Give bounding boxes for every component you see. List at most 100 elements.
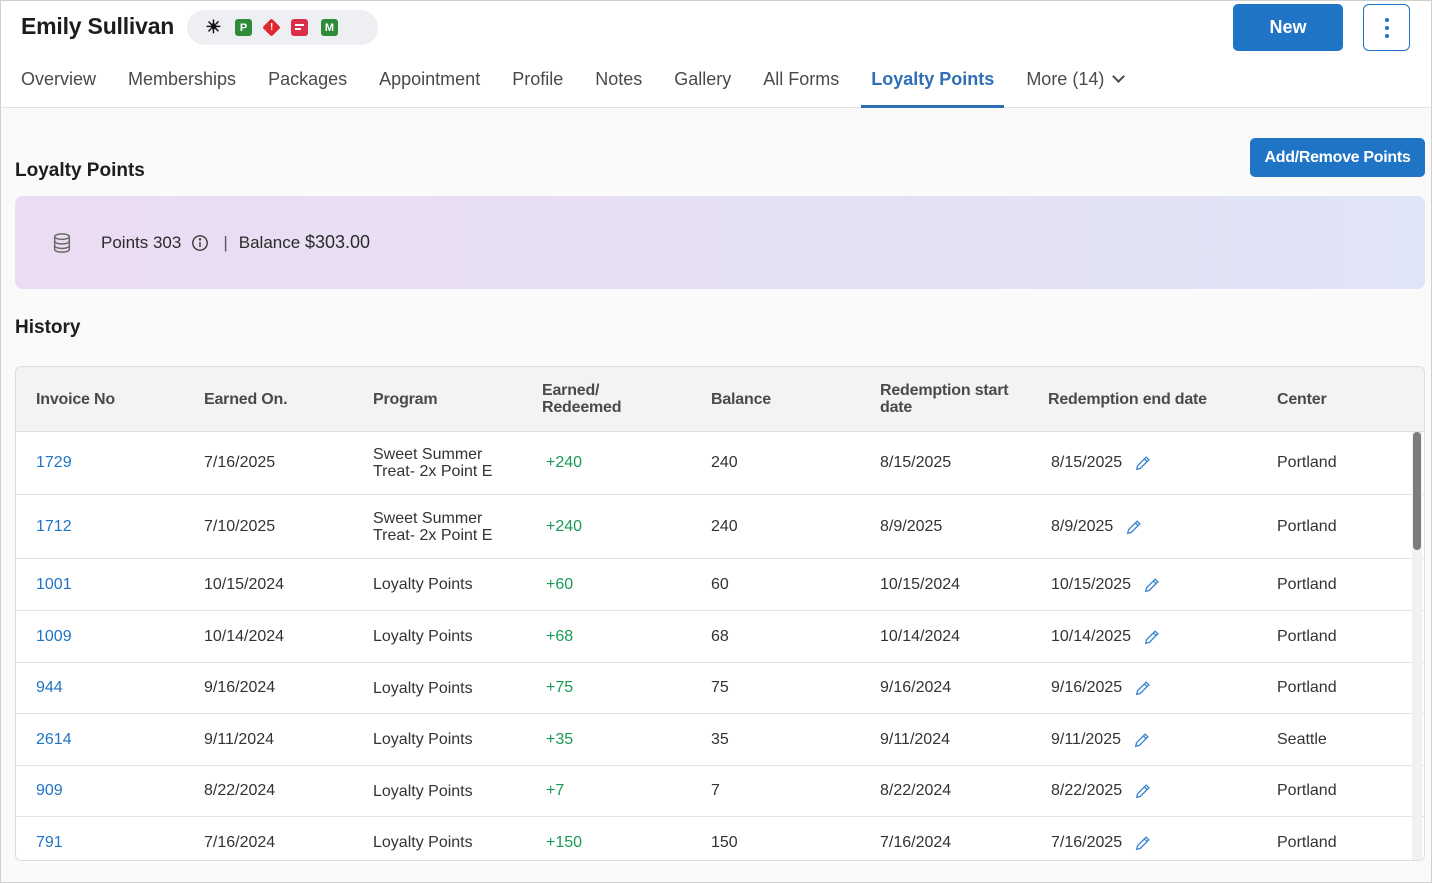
balance-cell-text: 7	[711, 782, 720, 799]
col-redemption-start[interactable]: Redemption start date	[880, 382, 1009, 416]
col-program[interactable]: Program	[373, 390, 438, 408]
earned-on-cell-text: 9/11/2024	[204, 730, 274, 748]
invoice-link[interactable]: 1009	[36, 611, 186, 662]
edit-pencil-icon[interactable]	[1134, 679, 1152, 697]
tab-more[interactable]: More (14)	[1026, 67, 1126, 108]
invoice-link-text[interactable]: 2614	[36, 730, 72, 748]
earned-cell: +150	[546, 817, 696, 860]
invoice-link[interactable]: 1712	[36, 495, 186, 558]
balance-cell: 60	[711, 559, 861, 610]
balance-cell: 35	[711, 714, 861, 765]
invoice-link-text[interactable]: 1712	[36, 517, 72, 535]
edit-pencil-icon[interactable]	[1143, 576, 1161, 594]
end-date-cell: 7/16/2025	[1051, 817, 1251, 860]
center-cell: Portland	[1277, 766, 1397, 816]
sun-icon[interactable]: ☀	[205, 17, 222, 37]
program-cell: Loyalty Points	[373, 817, 503, 860]
program-cell-text: Sweet Summer Treat- 2x Point E	[373, 446, 493, 480]
center-cell-text: Portland	[1277, 517, 1337, 535]
end-date-cell: 10/15/2025	[1051, 559, 1251, 610]
start-date-cell: 10/15/2024	[880, 559, 1030, 610]
table-scrollbar[interactable]	[1412, 432, 1422, 860]
tab-memberships[interactable]: Memberships	[128, 69, 237, 89]
tab-appointment[interactable]: Appointment	[379, 69, 481, 89]
edit-pencil-icon[interactable]	[1143, 628, 1161, 646]
invoice-link-text[interactable]: 1009	[36, 627, 72, 645]
invoice-link[interactable]: 791	[36, 817, 186, 860]
earned-cell: +75	[546, 663, 696, 713]
col-invoice-no[interactable]: Invoice No	[36, 390, 115, 408]
end-date-cell: 9/16/2025	[1051, 663, 1251, 713]
start-date-cell-text: 10/15/2024	[880, 575, 961, 593]
edit-pencil-icon[interactable]	[1134, 454, 1152, 472]
earned-cell: +35	[546, 714, 696, 765]
tab-more-label: More (14)	[1026, 69, 1105, 89]
col-earned-on[interactable]: Earned On.	[204, 390, 288, 408]
start-date-cell-text: 8/9/2025	[880, 517, 943, 535]
kebab-menu-button[interactable]	[1363, 4, 1410, 51]
tab-notes[interactable]: Notes	[595, 69, 643, 89]
tab-overview[interactable]: Overview	[21, 69, 97, 89]
col-earned-redeemed[interactable]: Earned/ Redeemed	[542, 382, 622, 416]
start-date-cell: 8/9/2025	[880, 495, 1030, 558]
earned-cell-text: +7	[546, 782, 565, 799]
invoice-link-text[interactable]: 1001	[36, 575, 72, 593]
balance-cell: 68	[711, 611, 861, 662]
invoice-link[interactable]: 944	[36, 663, 186, 713]
earned-on-cell-text: 7/16/2025	[204, 454, 276, 471]
program-cell: Sweet Summer Treat- 2x Point E	[373, 495, 503, 558]
tab-gallery[interactable]: Gallery	[674, 69, 732, 89]
earned-on-cell-text: 7/16/2024	[204, 833, 276, 851]
earned-on-cell-text: 10/14/2024	[204, 627, 285, 645]
balance-label: Balance	[238, 232, 301, 252]
invoice-link-text[interactable]: 909	[36, 782, 63, 799]
alert-icon[interactable]: !	[262, 18, 281, 37]
start-date-cell: 7/16/2024	[880, 817, 1030, 860]
start-date-cell-text: 9/16/2024	[880, 679, 952, 696]
edit-pencil-icon[interactable]	[1125, 518, 1143, 536]
scrollbar-thumb[interactable]	[1413, 432, 1421, 550]
history-title: History	[15, 317, 81, 338]
invoice-link-text[interactable]: 791	[36, 833, 63, 851]
tab-all-forms[interactable]: All Forms	[763, 69, 840, 89]
invoice-link-text[interactable]: 1729	[36, 454, 72, 471]
tag-m-icon[interactable]: M	[321, 19, 338, 36]
tab-packages[interactable]: Packages	[268, 69, 348, 89]
center-cell: Portland	[1277, 611, 1397, 662]
tab-loyalty-points[interactable]: Loyalty Points	[861, 67, 1005, 108]
invoice-link[interactable]: 909	[36, 766, 186, 816]
col-balance[interactable]: Balance	[711, 390, 771, 408]
edit-pencil-icon[interactable]	[1134, 834, 1152, 852]
invoice-link-text[interactable]: 944	[36, 679, 63, 696]
tag-p-icon[interactable]: P	[235, 19, 252, 36]
table-body: 1729 7/16/2025 Sweet Summer Treat- 2x Poin…	[16, 432, 1424, 860]
chat-icon[interactable]	[291, 19, 308, 36]
center-cell: Portland	[1277, 432, 1397, 494]
earned-cell-text: +150	[546, 833, 583, 851]
start-date-cell: 8/22/2024	[880, 766, 1030, 816]
end-date-cell-text: 9/11/2025	[1051, 730, 1121, 748]
end-date-cell: 10/14/2025	[1051, 611, 1251, 662]
add-remove-points-button[interactable]: Add/Remove Points	[1250, 138, 1425, 177]
profile-tabs: Overview Memberships Packages Appointmen…	[21, 67, 1155, 108]
earned-cell: +60	[546, 559, 696, 610]
earned-on-cell: 9/11/2024	[204, 714, 354, 765]
invoice-link[interactable]: 1729	[36, 432, 186, 494]
database-icon	[53, 232, 71, 253]
invoice-link[interactable]: 2614	[36, 714, 186, 765]
program-cell: Sweet Summer Treat- 2x Point E	[373, 432, 503, 494]
edit-pencil-icon[interactable]	[1134, 782, 1152, 800]
center-cell: Portland	[1277, 817, 1397, 860]
edit-pencil-icon[interactable]	[1133, 731, 1151, 749]
tab-profile[interactable]: Profile	[512, 69, 564, 89]
end-date-cell: 8/22/2025	[1051, 766, 1251, 816]
col-redemption-end[interactable]: Redemption end date	[1048, 390, 1207, 408]
new-button[interactable]: New	[1233, 4, 1343, 51]
invoice-link[interactable]: 1001	[36, 559, 186, 610]
info-icon[interactable]	[191, 234, 209, 252]
col-center[interactable]: Center	[1277, 390, 1327, 408]
table-row: 2614 9/11/2024 Loyalty Points +35 35 9/11/202…	[16, 714, 1424, 766]
earned-on-cell-text: 8/22/2024	[204, 782, 276, 799]
start-date-cell: 10/14/2024	[880, 611, 1030, 662]
end-date-cell-text: 10/15/2025	[1051, 575, 1132, 593]
